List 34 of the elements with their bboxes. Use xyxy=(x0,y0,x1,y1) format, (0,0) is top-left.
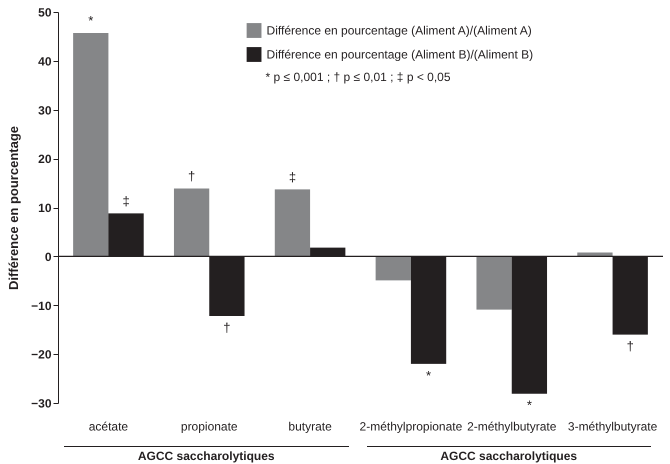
x-tick-label: 2-méthylpropionate xyxy=(360,420,463,434)
x-tick-label: 3-méthylbutyrate xyxy=(568,420,658,434)
bar xyxy=(376,256,411,280)
y-tick-label: 0 xyxy=(44,250,52,264)
annotation: * p ≤ 0,001 ; † p ≤ 0,01 ; ‡ p < 0,05 xyxy=(266,70,451,84)
x-tick-label: acétate xyxy=(88,420,128,434)
x-tick-label: 2-méthylbutyrate xyxy=(467,420,557,434)
group-bracket: AGCC saccharolytiques xyxy=(64,446,348,463)
data-label: * xyxy=(426,368,432,383)
y-tick-label: 40 xyxy=(38,54,52,68)
legend-label: Différence en pourcentage (Aliment B)/(Aliment B) xyxy=(266,48,534,62)
x-tick-label: propionate xyxy=(180,420,238,434)
data-label: * xyxy=(526,398,532,413)
bar xyxy=(476,256,512,310)
data-label: † xyxy=(626,338,634,354)
y-tick-label: −10 xyxy=(31,298,52,313)
bar xyxy=(174,188,210,256)
bar xyxy=(73,33,108,256)
y-tick-label: 10 xyxy=(38,201,52,215)
y-tick-label: 20 xyxy=(38,152,52,166)
x-tick-label: butyrate xyxy=(288,420,332,434)
y-tick-label: −30 xyxy=(31,396,52,410)
y-tick-label: 50 xyxy=(38,6,52,20)
y-tick-label: 30 xyxy=(38,103,52,118)
data-label: ‡ xyxy=(122,193,130,208)
data-label: * xyxy=(88,13,94,28)
group-bracket: AGCC saccharolytiques xyxy=(366,446,651,463)
y-tick-label: −20 xyxy=(31,348,52,362)
data-label: † xyxy=(188,168,196,184)
bar xyxy=(274,189,310,256)
y-axis-title: Différence en pourcentage xyxy=(6,126,22,290)
data-label: † xyxy=(223,320,231,336)
data-label: ‡ xyxy=(288,169,296,184)
legend-label: Différence en pourcentage (Aliment A)/(Aliment A) xyxy=(266,24,532,38)
